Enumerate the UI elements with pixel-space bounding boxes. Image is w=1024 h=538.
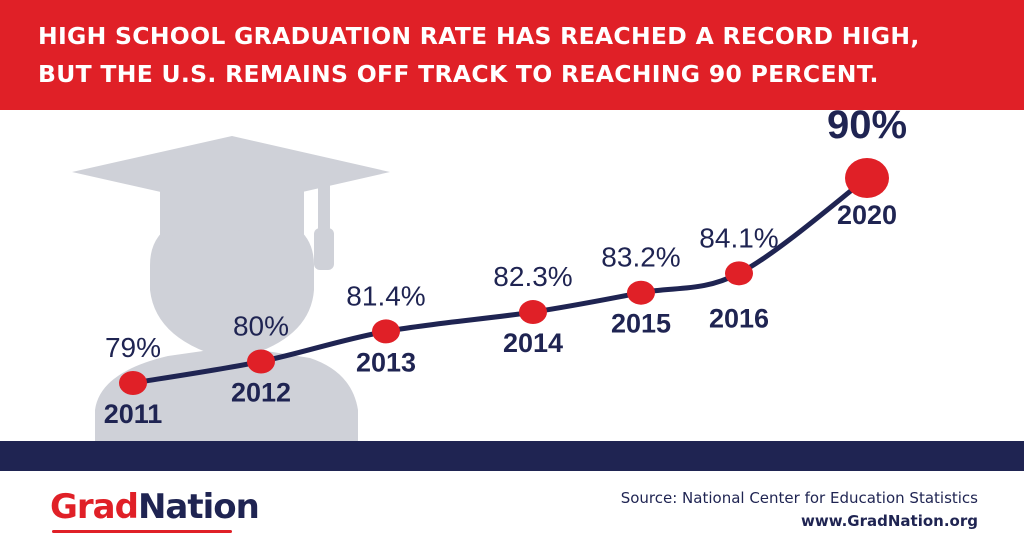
data-label-2012: 80% [233, 311, 289, 342]
data-point-2013 [372, 319, 400, 344]
year-label-2014: 2014 [503, 328, 563, 358]
data-label-2015: 83.2% [601, 242, 680, 273]
data-point-2016 [725, 261, 753, 286]
data-point-2011 [119, 371, 147, 395]
divider-bar [0, 441, 1024, 471]
year-label-2020: 2020 [837, 200, 897, 230]
data-label-2020: 90% [827, 110, 907, 147]
gradnation-logo: GradNation [50, 487, 260, 527]
logo-nation: Nation [137, 487, 260, 527]
year-label-2011: 2011 [104, 399, 163, 429]
year-label-2012: 2012 [231, 378, 291, 408]
data-label-2014: 82.3% [493, 261, 572, 292]
data-point-2012 [247, 349, 275, 374]
website-link[interactable]: www.GradNation.org [801, 512, 978, 530]
chart-title-line-1: HIGH SCHOOL GRADUATION RATE HAS REACHED … [38, 22, 920, 50]
year-label-2013: 2013 [356, 347, 416, 377]
data-point-2015 [627, 280, 655, 305]
header-banner: HIGH SCHOOL GRADUATION RATE HAS REACHED … [0, 0, 1024, 110]
graduate-silhouette-icon [72, 136, 390, 441]
data-label-2016: 84.1% [699, 222, 778, 253]
data-label-2013: 81.4% [346, 280, 425, 311]
logo-grad: Grad [50, 487, 139, 527]
chart-area: 79% 2011 80% 2012 81.4% 2013 82.3% 2014 83.2% 201… [72, 110, 907, 441]
year-label-2015: 2015 [611, 309, 671, 339]
source-text: Source: National Center for Education St… [620, 489, 978, 507]
data-point-2014 [519, 300, 547, 325]
data-point-2020 [845, 158, 889, 198]
year-label-2016: 2016 [709, 303, 769, 333]
logo-underline [52, 530, 232, 533]
data-label-2011: 79% [105, 332, 161, 363]
chart-title-line-2: BUT THE U.S. REMAINS OFF TRACK TO REACHI… [38, 60, 879, 88]
